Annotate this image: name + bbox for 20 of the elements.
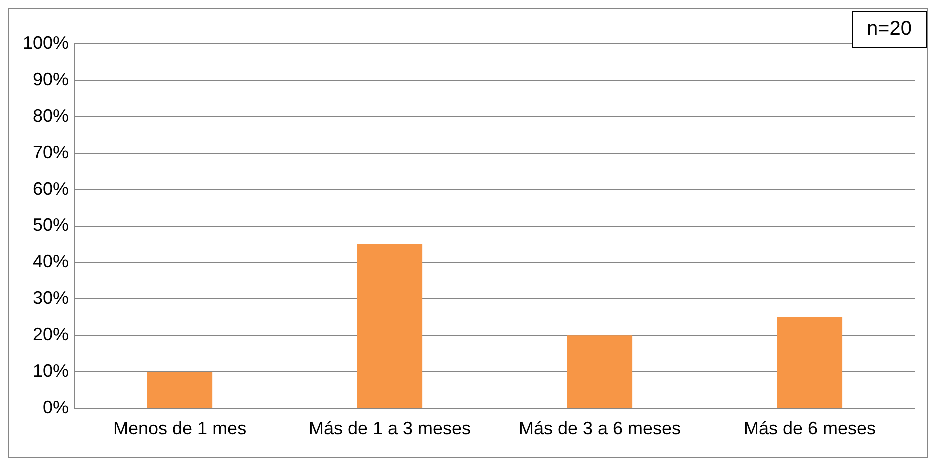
- x-tick-label: Más de 6 meses: [744, 418, 876, 439]
- x-tick-label: Más de 3 a 6 meses: [518, 418, 682, 439]
- y-tick-label: 10%: [33, 361, 70, 382]
- y-tick-label: 30%: [33, 288, 70, 308]
- y-tick-label: 20%: [33, 324, 70, 345]
- y-tick-label: 50%: [33, 215, 70, 236]
- x-tick-label: Menos de 1 mes: [113, 418, 247, 439]
- y-tick-label: 0%: [43, 397, 70, 418]
- bar: [357, 244, 423, 408]
- y-tick-label: 100%: [22, 32, 70, 53]
- x-tick-label: Más de 1 a 3 meses: [308, 418, 472, 439]
- y-tick-label: 80%: [33, 106, 70, 126]
- y-tick-label: 70%: [33, 142, 70, 162]
- y-tick-label: 90%: [33, 69, 70, 90]
- y-tick-label: 60%: [33, 178, 70, 199]
- text: n=20: [852, 11, 927, 48]
- bar: [567, 336, 633, 408]
- y-tick-label: 40%: [33, 252, 70, 272]
- bar: [147, 372, 213, 408]
- bar: [777, 317, 843, 408]
